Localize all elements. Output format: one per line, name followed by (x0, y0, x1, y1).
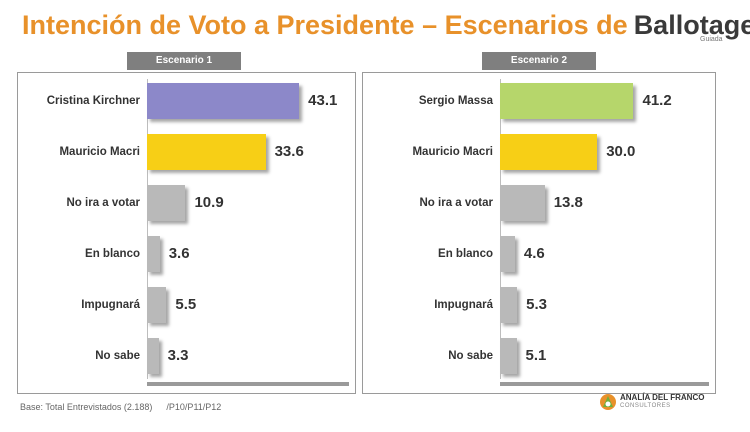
value-label: 41.2 (642, 92, 672, 109)
logo-icon (600, 394, 616, 410)
category-label: No sabe (448, 350, 493, 362)
scenario-2-chart: Sergio Massa 41.2 Mauricio Macri 30.0 No ira… (362, 72, 716, 394)
bar (147, 185, 186, 221)
bar (147, 83, 300, 119)
title-main: Intención de Voto a Presidente – Escenar… (22, 10, 628, 40)
scenario-1-title: Escenario 1 (127, 52, 241, 70)
footer-questions: /P10/P11/P12 (166, 402, 222, 412)
logo-sub: CONSULTORES (620, 403, 671, 409)
bar (147, 287, 167, 323)
category-label: Impugnará (434, 299, 493, 311)
category-label: No sabe (95, 350, 140, 362)
page-title: Intención de Voto a Presidente – Escenar… (22, 10, 750, 41)
bar (147, 338, 159, 374)
bar (500, 185, 545, 221)
category-label: En blanco (85, 248, 140, 260)
company-logo: ANALÍA DEL FRANCO CONSULTORES (598, 392, 718, 414)
footer-note: Base: Total Entrevistados (2.188) /P10/P1… (20, 402, 221, 412)
value-label: 43.1 (308, 92, 338, 109)
chart-baseline (500, 382, 709, 386)
bar (500, 338, 517, 374)
category-label: En blanco (438, 248, 493, 260)
bar (147, 236, 160, 272)
scenario-2-title: Escenario 2 (482, 52, 596, 70)
y-axis-line (500, 79, 501, 379)
bar (500, 236, 515, 272)
chart-baseline (147, 382, 349, 386)
category-label: Mauricio Macri (412, 146, 493, 158)
bar (147, 134, 266, 170)
category-label: No ira a votar (66, 197, 141, 209)
value-label: 10.9 (194, 194, 224, 211)
value-label: 33.6 (274, 143, 304, 160)
value-label: 5.3 (526, 296, 548, 313)
logo-name: ANALÍA DEL FRANCO (620, 393, 705, 402)
bar (500, 287, 518, 323)
scenario-1-chart: Cristina Kirchner 43.1 Mauricio Macri 33.6 N… (17, 72, 356, 394)
category-label: Mauricio Macri (59, 146, 140, 158)
value-label: 4.6 (523, 245, 545, 262)
bar (500, 134, 598, 170)
value-label: 13.8 (553, 194, 583, 211)
category-label: Sergio Massa (418, 95, 493, 107)
value-label: 3.6 (168, 245, 190, 262)
title-emphasis: Ballotage (633, 10, 750, 40)
value-label: 5.5 (175, 296, 197, 313)
guided-note: Guiada (700, 36, 723, 43)
y-axis-line (147, 79, 148, 379)
value-label: 5.1 (525, 347, 547, 364)
bar (500, 83, 634, 119)
value-label: 30.0 (606, 143, 636, 160)
category-label: Cristina Kirchner (46, 95, 140, 107)
footer-base: Base: Total Entrevistados (2.188) (20, 402, 153, 412)
value-label: 3.3 (167, 347, 189, 364)
category-label: No ira a votar (419, 197, 494, 209)
category-label: Impugnará (81, 299, 140, 311)
